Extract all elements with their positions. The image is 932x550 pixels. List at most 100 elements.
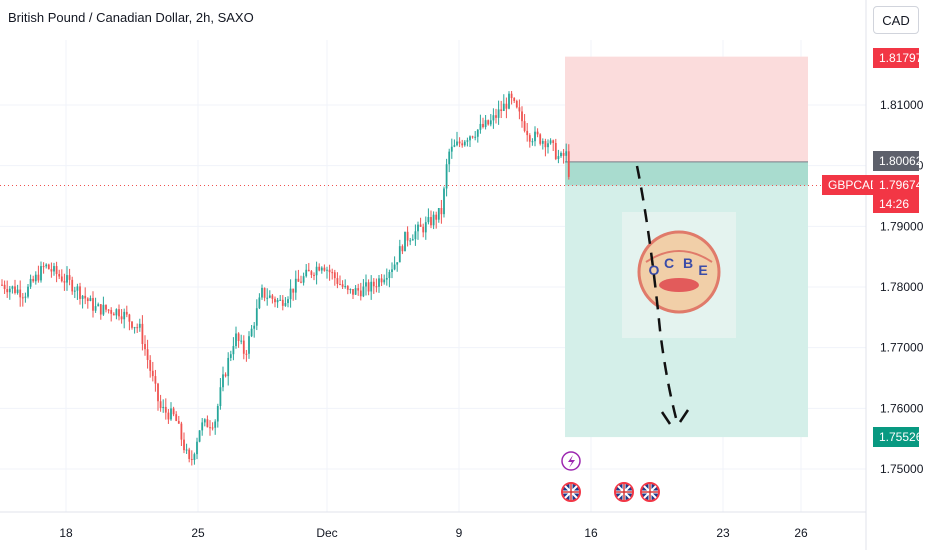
candle-body: [58, 274, 61, 277]
candle-body: [549, 140, 552, 144]
candle-body: [268, 295, 271, 298]
last-price-badge: 1.79674: [873, 175, 922, 195]
candle-body: [81, 295, 84, 299]
uk-flag-icon[interactable]: [614, 482, 634, 502]
stop-price-badge: 1.81797: [873, 48, 922, 68]
time-tick-label: 25: [191, 526, 205, 540]
candle-body: [508, 93, 510, 109]
candle-body: [188, 449, 191, 459]
candle-body: [359, 290, 362, 297]
candle-body: [380, 278, 383, 283]
candle-body: [393, 264, 396, 270]
candle-body: [448, 151, 451, 165]
candle-body: [183, 439, 185, 451]
economic-events[interactable]: [561, 451, 660, 502]
candle-body: [255, 308, 258, 326]
price-tick-label: 1.81000: [880, 98, 924, 112]
candle-body: [47, 264, 50, 270]
candle-body: [336, 278, 339, 284]
candle-body: [276, 300, 279, 303]
candle-body: [24, 296, 27, 298]
candle-body: [133, 327, 136, 329]
candle-body: [539, 134, 542, 144]
candle-body: [346, 286, 349, 290]
candle-body: [552, 140, 555, 143]
chart-title: British Pound / Canadian Dollar, 2h, SAX…: [8, 10, 254, 25]
candle-body: [242, 340, 245, 354]
candle-body: [112, 313, 115, 316]
candle-body: [367, 282, 370, 292]
candle-body: [440, 208, 443, 215]
candle-body: [349, 289, 352, 291]
candle-body: [461, 143, 464, 146]
candle-body: [229, 354, 232, 358]
candle-body: [55, 266, 58, 275]
candle-body: [107, 309, 110, 311]
uk-flag-icon[interactable]: [640, 482, 660, 502]
logo-letter: O: [649, 262, 660, 278]
candle-body: [513, 98, 516, 101]
candle-body: [105, 304, 107, 310]
candle-body: [463, 141, 466, 146]
candle-body: [287, 299, 289, 304]
candle-body: [102, 304, 105, 315]
candle-body: [138, 323, 141, 328]
candle-body: [232, 346, 235, 355]
candle-body: [307, 269, 310, 272]
candle-body: [323, 267, 326, 271]
candle-body: [201, 422, 204, 431]
candle-body: [248, 336, 250, 354]
candle-body: [417, 224, 419, 232]
candle-body: [40, 266, 42, 281]
candle-body: [567, 151, 570, 177]
candle-body: [227, 357, 230, 377]
time-tick-label: Dec: [316, 526, 337, 540]
candle-body: [216, 406, 219, 422]
candle-body: [320, 267, 323, 271]
candle-body: [528, 135, 531, 142]
time-tick-label: 16: [584, 526, 598, 540]
price-tick-label: 1.75000: [880, 462, 924, 476]
candlestick-series: [1, 90, 570, 466]
candle-body: [92, 298, 94, 311]
candle-body: [84, 295, 87, 299]
lightning-icon[interactable]: [561, 451, 581, 471]
candle-body: [523, 121, 526, 131]
candle-body: [206, 419, 209, 428]
candle-body: [432, 214, 435, 226]
candle-body: [370, 281, 373, 292]
candle-body: [328, 269, 331, 273]
candle-body: [510, 93, 513, 99]
candle-body: [79, 286, 81, 299]
candle-body: [401, 246, 404, 252]
stop-loss-zone[interactable]: [565, 56, 808, 162]
candle-body: [396, 262, 399, 265]
candle-body: [240, 340, 243, 342]
candle-body: [300, 281, 302, 283]
candle-body: [63, 281, 66, 283]
candle-body: [469, 136, 471, 141]
candle-body: [482, 123, 484, 128]
candle-body: [8, 288, 11, 293]
candle-body: [167, 412, 170, 420]
candle-body: [357, 288, 360, 291]
candle-body: [479, 123, 482, 130]
candle-body: [118, 309, 120, 317]
candle-body: [391, 269, 393, 273]
candle-body: [484, 120, 487, 128]
candle-body: [453, 145, 456, 147]
candle-body: [344, 286, 347, 288]
position-zones[interactable]: [0, 56, 866, 438]
candle-body: [120, 316, 123, 320]
arrowhead-right: [678, 409, 690, 423]
candle-body: [565, 151, 568, 156]
candle-body: [99, 304, 102, 315]
candle-body: [383, 279, 386, 283]
currency-button[interactable]: CAD: [873, 6, 919, 34]
candle-body: [144, 344, 146, 350]
target-price-badge: 1.75526: [873, 427, 922, 447]
uk-flag-icon[interactable]: [561, 482, 581, 502]
candle-body: [534, 131, 536, 142]
